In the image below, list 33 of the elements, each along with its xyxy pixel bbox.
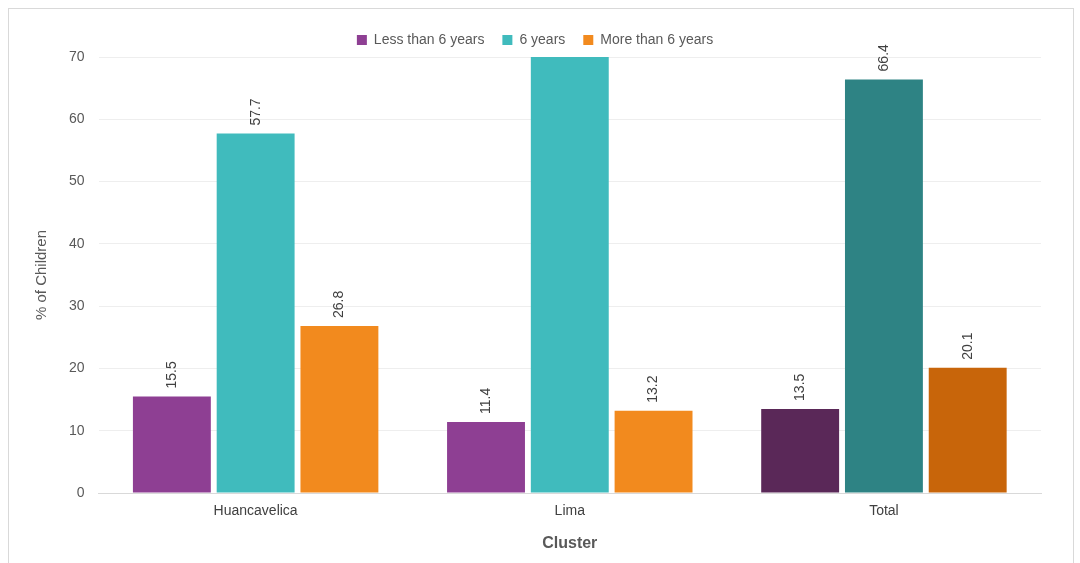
y-tick-label: 0: [76, 483, 85, 500]
x-tick-label: Huancavelica: [213, 502, 298, 519]
legend-label: Less than 6 years: [373, 30, 485, 47]
data-label: 26.8: [330, 290, 347, 319]
data-label: 13.5: [791, 373, 808, 401]
bar: [132, 396, 211, 493]
y-tick-label: 10: [68, 421, 85, 438]
y-axis-title: % of Children: [32, 229, 50, 321]
data-label: 20.1: [958, 332, 975, 360]
x-axis-title: Cluster: [542, 533, 598, 551]
bar: [928, 367, 1007, 493]
bar: [447, 421, 525, 493]
bar: [530, 57, 609, 493]
legend-label: More than 6 years: [600, 30, 714, 47]
bar: [216, 133, 295, 493]
bar: [844, 79, 923, 493]
data-label: 66.4: [874, 43, 891, 72]
data-label: 13.2: [644, 375, 661, 403]
data-label: 15.5: [162, 361, 179, 389]
y-tick-label: 70: [68, 47, 85, 64]
x-tick-label: Total: [869, 502, 899, 519]
y-tick-label: 50: [68, 172, 85, 189]
legend-label: 6 years: [519, 30, 566, 47]
x-tick-label: Lima: [554, 502, 586, 519]
data-label: 57.7: [246, 98, 263, 126]
y-tick-label: 40: [68, 234, 85, 251]
bar: [614, 410, 693, 493]
bar: [300, 326, 379, 493]
y-tick-label: 30: [68, 297, 85, 313]
y-tick-label: 60: [68, 110, 85, 127]
data-label: 11.4: [476, 387, 493, 414]
bar: [761, 408, 840, 493]
y-tick-label: 20: [68, 359, 85, 376]
